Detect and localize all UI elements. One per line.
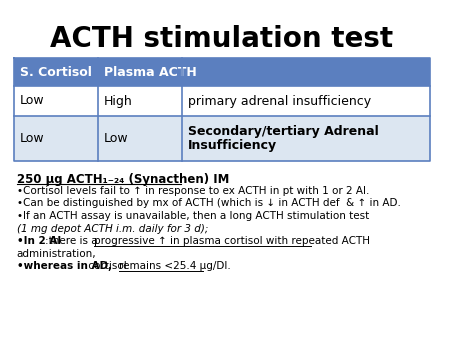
Text: Low: Low [104,132,128,145]
Text: •Can be distinguished by mx of ACTH (which is ↓ in ACTH def  & ↑ in AD.: •Can be distinguished by mx of ACTH (whi… [17,198,401,208]
Bar [14,116,430,161]
Text: Low: Low [19,94,44,108]
Text: (1 mg depot ACTH i.m. daily for 3 d);: (1 mg depot ACTH i.m. daily for 3 d); [17,224,208,234]
Text: :there is a: :there is a [45,236,101,246]
Text: •whereas in AD,: •whereas in AD, [17,261,112,271]
Text: •If an ACTH assay is unavailable, then a long ACTH stimulation test: •If an ACTH assay is unavailable, then a… [17,211,369,221]
Text: S. Cortisol: S. Cortisol [19,66,91,78]
Text: High: High [104,94,133,108]
Text: Plasma ACTH: Plasma ACTH [104,66,197,78]
Text: administration,: administration, [17,248,97,258]
Text: cortisol: cortisol [85,261,130,271]
Bar [14,58,430,86]
Text: •In 2 AI: •In 2 AI [17,236,65,246]
Text: 250 μg ACTH₁₋₂₄ (Synacthen) IM: 250 μg ACTH₁₋₂₄ (Synacthen) IM [17,173,229,186]
Text: primary adrenal insufficiency: primary adrenal insufficiency [188,94,371,108]
Text: •Cortisol levels fail to ↑ in response to ex ACTH in pt with 1 or 2 AI.: •Cortisol levels fail to ↑ in response t… [17,186,369,196]
Text: Low: Low [19,132,44,145]
Text: ACTH stimulation test: ACTH stimulation test [50,25,393,53]
Text: remains <25.4 μg/Dl.: remains <25.4 μg/Dl. [119,261,230,271]
Bar [14,86,430,116]
Text: Secondary/tertiary Adrenal
Insufficiency: Secondary/tertiary Adrenal Insufficiency [188,125,379,153]
Text: progressive ↑ in plasma cortisol with repeated ACTH: progressive ↑ in plasma cortisol with re… [93,236,370,246]
